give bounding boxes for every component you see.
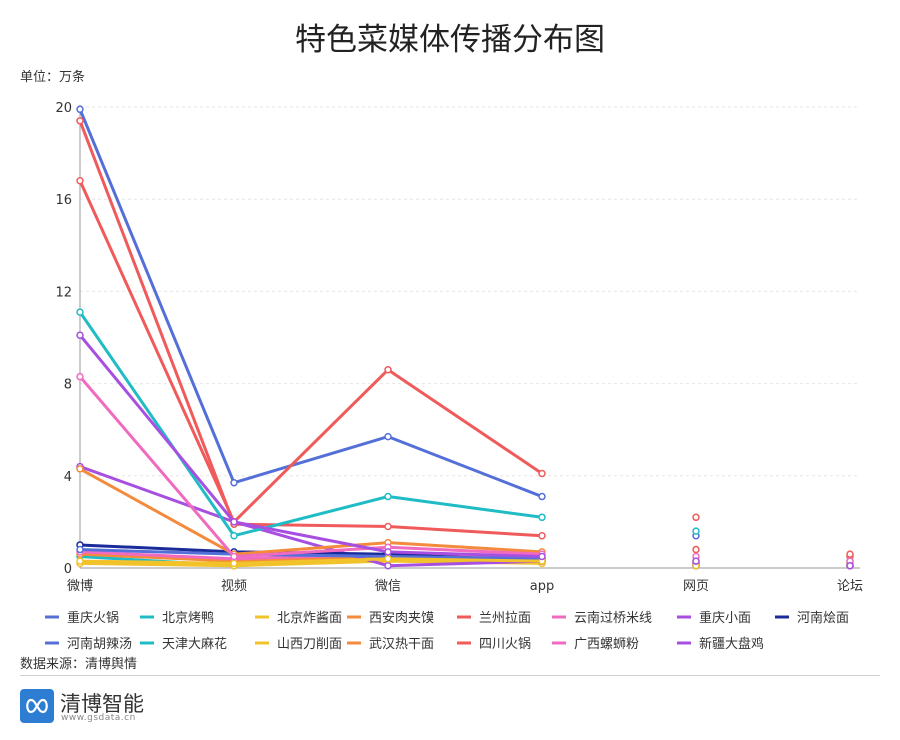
y-tick-label: 20 [55, 101, 72, 116]
data-point [76, 465, 84, 473]
data-point [76, 331, 84, 339]
data-point [538, 492, 546, 501]
series-line [79, 465, 543, 568]
data-point [384, 492, 392, 501]
y-tick-label: 4 [64, 470, 72, 485]
series-line [78, 180, 543, 524]
legend-label: 重庆火锅 [67, 610, 119, 626]
infinity-icon [26, 698, 48, 714]
legend-label: 兰州拉面 [479, 611, 531, 626]
legend-label: 重庆小面 [699, 610, 751, 626]
data-point [76, 105, 84, 114]
data-point [76, 557, 84, 565]
data-point [76, 372, 84, 381]
y-tick-label: 12 [55, 285, 72, 300]
legend-label: 云南过桥米线 [574, 610, 652, 626]
data-point [692, 527, 700, 535]
data-source: 数据来源：清博舆情 [20, 657, 137, 672]
series-line [78, 375, 543, 558]
brand-url: www.gsdata.cn [61, 713, 136, 723]
brand-logo [20, 689, 54, 723]
x-tick-label: app [530, 579, 554, 594]
data-point [538, 552, 546, 561]
data-point [76, 545, 84, 554]
data-point [384, 548, 392, 556]
x-tick-label: 网页 [683, 579, 709, 594]
data-point [384, 555, 392, 563]
legend-label: 武汉热干面 [369, 637, 434, 652]
series-line [79, 557, 543, 565]
chart-title: 特色菜媒体传播分布图 [295, 22, 605, 58]
series-line [79, 467, 543, 556]
legend-label: 山西刀削面 [277, 637, 342, 652]
data-point [384, 561, 392, 570]
x-tick-label: 视频 [221, 579, 247, 594]
series-line [78, 334, 543, 558]
data-point [692, 557, 700, 565]
brand-name: 清博智能 [60, 692, 144, 716]
legend-label: 河南胡辣汤 [67, 636, 132, 652]
y-tick-label: 0 [64, 562, 72, 577]
legend-label: 西安肉夹馍 [369, 611, 434, 626]
data-point [76, 308, 84, 316]
y-tick-label: 16 [55, 193, 72, 208]
x-tick-label: 微信 [375, 579, 401, 594]
data-point [230, 531, 238, 540]
data-point [384, 366, 392, 374]
legend-label: 北京炸酱面 [277, 611, 342, 626]
data-point [846, 550, 854, 558]
series-line [79, 548, 543, 561]
data-point [692, 545, 700, 554]
data-point [76, 117, 84, 125]
footer-divider [20, 675, 880, 676]
data-point [538, 469, 546, 478]
data-point [692, 513, 700, 522]
series-line [78, 120, 543, 538]
data-point [230, 552, 238, 561]
legend-label: 四川火锅 [479, 636, 531, 652]
data-point [384, 522, 392, 531]
data-point [538, 531, 546, 540]
data-point [538, 513, 546, 522]
x-tick-label: 微博 [67, 579, 93, 594]
data-point [230, 559, 238, 568]
legend-label: 新疆大盘鸡 [699, 636, 764, 652]
data-point [846, 561, 854, 570]
y-tick-label: 8 [64, 378, 72, 393]
legend-label: 北京烤鸭 [162, 611, 214, 626]
x-tick-label: 论坛 [837, 579, 863, 594]
data-point [230, 478, 238, 487]
data-point [76, 177, 84, 185]
legend-label: 天津大麻花 [162, 636, 227, 652]
data-point [384, 432, 392, 441]
legend-label: 广西螺蛳粉 [574, 637, 639, 652]
data-point [230, 518, 238, 526]
legend-label: 河南烩面 [797, 610, 849, 626]
series-line [78, 108, 543, 498]
series-line [78, 311, 543, 538]
unit-label: 单位：万条 [20, 69, 85, 85]
